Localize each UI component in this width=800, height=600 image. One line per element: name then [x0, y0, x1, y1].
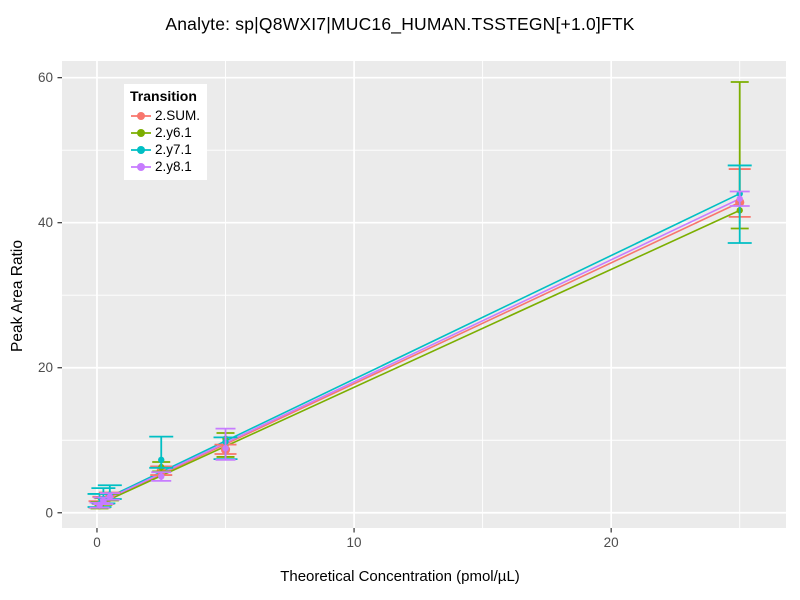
legend-item-2.SUM.: 2.SUM.: [130, 107, 200, 124]
data-point: [100, 497, 107, 505]
axis-ticks: [57, 77, 612, 533]
data-point: [96, 502, 103, 509]
legend-key-icon: [131, 162, 151, 171]
x-axis-title: Theoretical Concentration (pmol/µL): [280, 568, 520, 585]
trend-line-2.y7.1: [99, 192, 741, 503]
data-point: [106, 493, 114, 501]
legend-title: Transition: [130, 88, 197, 104]
legend-label: 2.y8.1: [155, 159, 192, 174]
trend-line-2.y8.1: [99, 198, 741, 504]
legend-item-2.y8.1: 2.y8.1: [130, 158, 200, 175]
legend-items: 2.SUM. 2.y6.1 2.y7.1 2.y8.1: [130, 107, 200, 175]
major-gridlines: [62, 61, 786, 528]
x-tick-label: 20: [604, 535, 619, 550]
legend-item-2.y7.1: 2.y7.1: [130, 141, 200, 158]
legend-label: 2.y7.1: [155, 142, 192, 157]
legend-key-icon: [131, 128, 151, 137]
plot-title: Analyte: sp|Q8WXI7|MUC16_HUMAN.TSSTEGN[+…: [165, 14, 635, 34]
y-tick-label: 60: [38, 70, 53, 85]
data-point: [158, 456, 165, 464]
legend-key-icon: [131, 111, 151, 120]
series-2.y8.1: [89, 190, 750, 509]
y-tick-label: 0: [45, 505, 53, 520]
trend-line-2.y6.1: [99, 209, 741, 505]
data-point: [736, 195, 743, 202]
legend-key-icon: [131, 145, 151, 154]
y-tick-label: 40: [38, 215, 53, 230]
trend-line-2.SUM.: [99, 201, 741, 505]
legend-label: 2.SUM.: [155, 108, 201, 123]
data-point: [222, 445, 229, 452]
y-axis-title: Peak Area Ratio: [9, 240, 26, 353]
y-tick-label: 20: [38, 360, 53, 375]
legend: Transition 2.SUM. 2.y6.1 2.y7.1 2.y8.1: [124, 84, 208, 180]
data-point: [158, 473, 165, 480]
x-tick-label: 10: [347, 535, 362, 550]
legend-item-2.y6.1: 2.y6.1: [130, 124, 200, 141]
x-tick-label: 0: [93, 535, 101, 550]
legend-label: 2.y6.1: [155, 125, 192, 140]
